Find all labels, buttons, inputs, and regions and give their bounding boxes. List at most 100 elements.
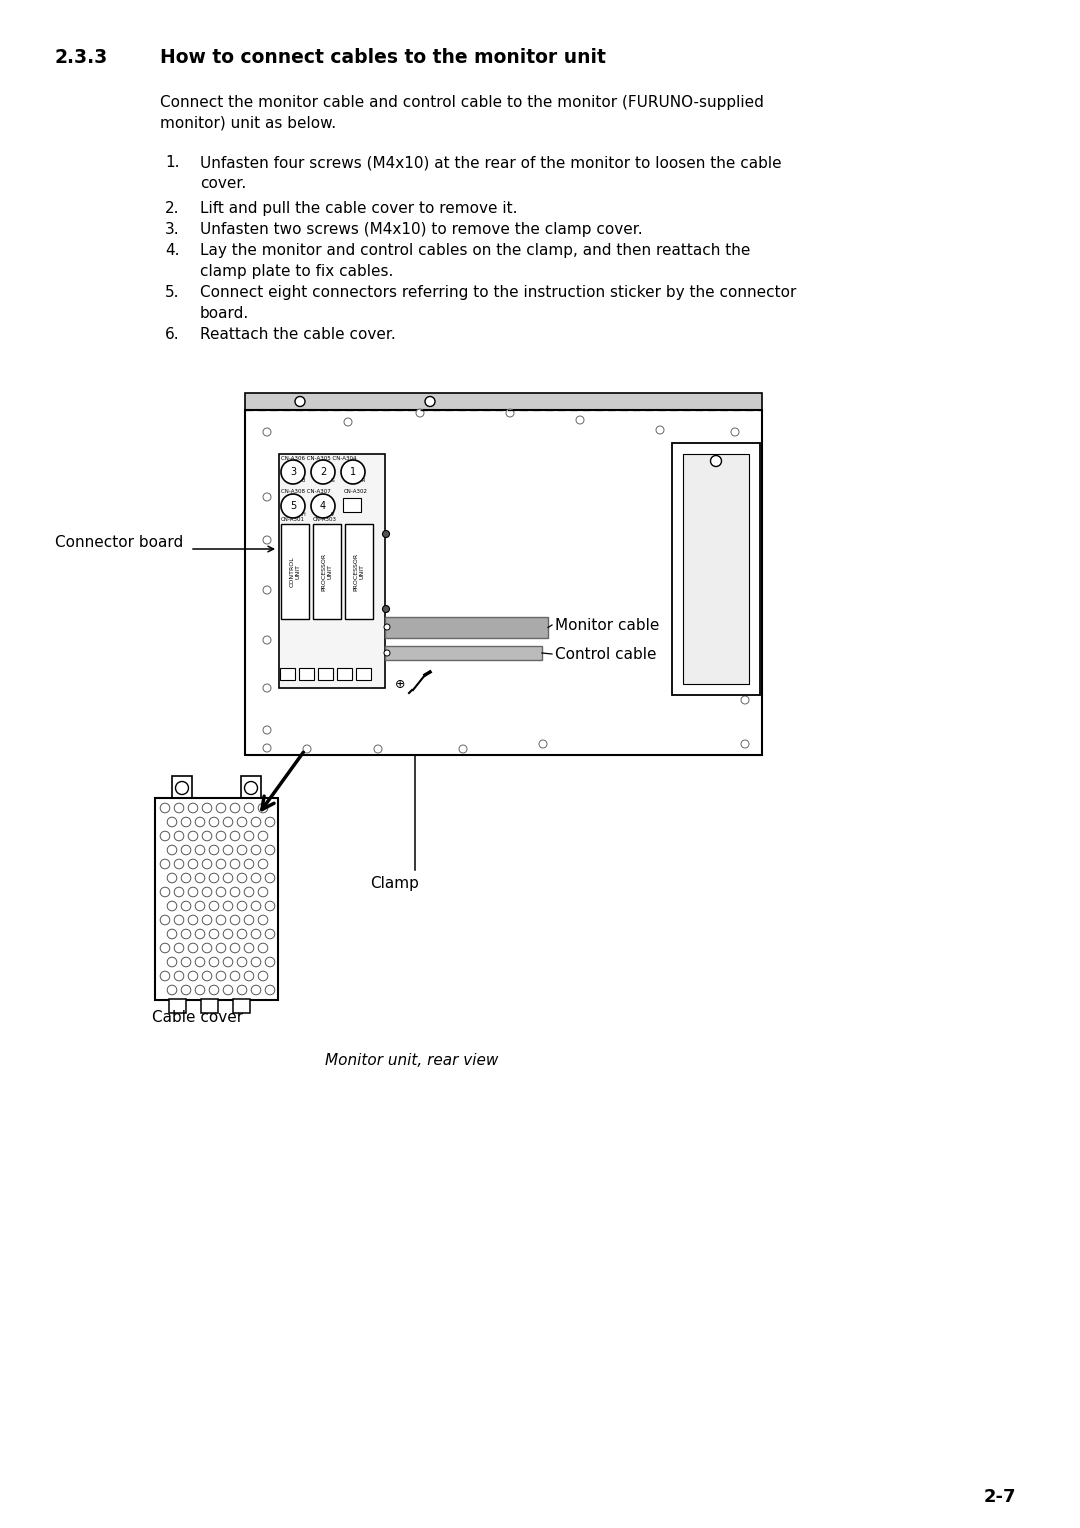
Circle shape — [167, 845, 177, 854]
Circle shape — [711, 455, 721, 466]
Circle shape — [281, 494, 305, 518]
Circle shape — [188, 831, 198, 840]
Circle shape — [224, 902, 233, 911]
Circle shape — [195, 845, 205, 854]
Circle shape — [266, 929, 274, 938]
Text: CN-A303: CN-A303 — [313, 516, 337, 523]
Circle shape — [252, 872, 260, 883]
Circle shape — [160, 859, 170, 869]
Text: H: H — [301, 512, 305, 516]
Circle shape — [741, 643, 750, 652]
Circle shape — [188, 915, 198, 924]
Text: Monitor unit, rear view: Monitor unit, rear view — [325, 1053, 498, 1068]
Circle shape — [539, 740, 546, 749]
Text: PROCESSOR
UNIT: PROCESSOR UNIT — [353, 553, 364, 590]
Circle shape — [459, 746, 467, 753]
Text: board.: board. — [200, 306, 249, 321]
Circle shape — [195, 817, 205, 827]
Text: 5: 5 — [289, 501, 296, 510]
Circle shape — [202, 831, 212, 840]
Circle shape — [266, 845, 274, 854]
Circle shape — [224, 845, 233, 854]
Text: 1.: 1. — [165, 154, 179, 170]
Text: CN-A306 CN-A305 CN-A304: CN-A306 CN-A305 CN-A304 — [281, 455, 356, 461]
Circle shape — [181, 845, 191, 854]
Circle shape — [230, 859, 240, 869]
Circle shape — [224, 872, 233, 883]
Circle shape — [195, 902, 205, 911]
Text: Reattach the cable cover.: Reattach the cable cover. — [200, 327, 395, 342]
Bar — [683, 454, 750, 685]
Circle shape — [210, 845, 219, 854]
Circle shape — [195, 986, 205, 995]
Circle shape — [258, 943, 268, 953]
Circle shape — [741, 494, 750, 503]
Circle shape — [258, 831, 268, 840]
Bar — [337, 668, 352, 680]
Circle shape — [175, 781, 189, 795]
Circle shape — [238, 986, 247, 995]
Text: Cable cover: Cable cover — [152, 1010, 243, 1025]
Circle shape — [266, 817, 274, 827]
Circle shape — [382, 530, 390, 538]
Circle shape — [167, 986, 177, 995]
Circle shape — [238, 845, 247, 854]
Circle shape — [731, 428, 739, 435]
Text: clamp plate to fix cables.: clamp plate to fix cables. — [200, 264, 393, 280]
Bar — [280, 668, 295, 680]
Circle shape — [160, 915, 170, 924]
Text: Connect the monitor cable and control cable to the monitor (FURUNO-supplied: Connect the monitor cable and control ca… — [160, 95, 764, 110]
Circle shape — [195, 872, 205, 883]
Circle shape — [210, 872, 219, 883]
Circle shape — [238, 817, 247, 827]
Bar — [318, 668, 333, 680]
Circle shape — [224, 929, 233, 938]
Circle shape — [188, 888, 198, 897]
Circle shape — [174, 859, 184, 869]
Circle shape — [202, 972, 212, 981]
Bar — [683, 454, 750, 685]
Circle shape — [264, 428, 271, 435]
Text: 2.3.3: 2.3.3 — [55, 47, 108, 67]
Circle shape — [160, 804, 170, 813]
Circle shape — [244, 972, 254, 981]
Text: R: R — [362, 477, 365, 483]
Circle shape — [264, 636, 271, 643]
Circle shape — [244, 943, 254, 953]
Bar — [201, 999, 218, 1013]
Text: CN-A301: CN-A301 — [281, 516, 305, 523]
Circle shape — [264, 587, 271, 594]
Text: 6.: 6. — [165, 327, 179, 342]
Circle shape — [202, 804, 212, 813]
Circle shape — [244, 888, 254, 897]
Bar — [245, 393, 762, 410]
Circle shape — [195, 957, 205, 967]
Circle shape — [230, 831, 240, 840]
Bar — [384, 617, 548, 639]
Circle shape — [311, 494, 335, 518]
Circle shape — [174, 804, 184, 813]
Circle shape — [656, 426, 664, 434]
Circle shape — [252, 986, 260, 995]
Circle shape — [181, 957, 191, 967]
Circle shape — [264, 744, 271, 752]
Circle shape — [258, 859, 268, 869]
Text: 3: 3 — [289, 468, 296, 477]
Bar — [672, 443, 760, 695]
Circle shape — [188, 859, 198, 869]
Circle shape — [216, 943, 226, 953]
Circle shape — [266, 986, 274, 995]
Bar — [356, 668, 372, 680]
Circle shape — [230, 804, 240, 813]
Circle shape — [210, 902, 219, 911]
Circle shape — [303, 746, 311, 753]
Text: 1: 1 — [350, 468, 356, 477]
Circle shape — [374, 746, 382, 753]
Bar — [233, 999, 249, 1013]
Circle shape — [311, 460, 335, 484]
Circle shape — [202, 888, 212, 897]
Text: 2-7: 2-7 — [984, 1488, 1016, 1507]
Circle shape — [252, 817, 260, 827]
Circle shape — [181, 872, 191, 883]
Circle shape — [160, 972, 170, 981]
